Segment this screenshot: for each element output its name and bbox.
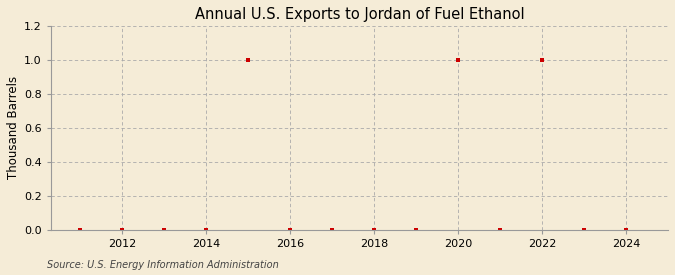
Text: Source: U.S. Energy Information Administration: Source: U.S. Energy Information Administ… — [47, 260, 279, 270]
Y-axis label: Thousand Barrels: Thousand Barrels — [7, 76, 20, 179]
Title: Annual U.S. Exports to Jordan of Fuel Ethanol: Annual U.S. Exports to Jordan of Fuel Et… — [194, 7, 524, 22]
